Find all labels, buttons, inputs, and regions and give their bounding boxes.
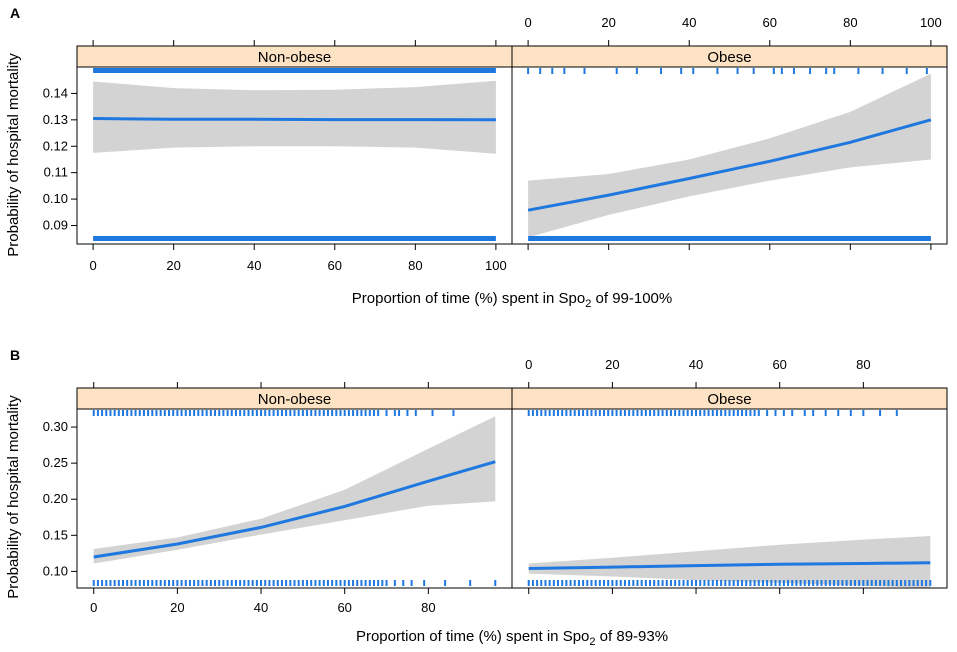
- rug-bottom-tick: [93, 236, 496, 241]
- fit-line: [93, 460, 496, 559]
- x-tick-label: 60: [772, 357, 786, 372]
- y-tick-label: 0.12: [43, 138, 68, 153]
- rug-bottom: [93, 236, 496, 241]
- y-tick-label: 0.09: [43, 218, 68, 233]
- rug-top: [527, 68, 928, 74]
- panel-obese: Obese 0 20 40 60 80 100: [511, 15, 948, 250]
- x-axis-title-subscript: 2: [585, 298, 591, 310]
- x-tick-label: 80: [843, 15, 857, 30]
- x-tick-label: 20: [601, 15, 615, 30]
- strip-label: Non-obese: [258, 391, 331, 408]
- x-tick-label: 80: [408, 258, 422, 273]
- y-tick-label: 0.20: [43, 491, 68, 506]
- rug-bottom: [527, 580, 932, 586]
- rug-bottom: [92, 580, 497, 586]
- y-axis-title: Probability of hospital mortality: [5, 53, 22, 257]
- confidence-band: [93, 80, 496, 154]
- strip-label: Obese: [707, 391, 751, 408]
- plot-frame: [511, 408, 948, 589]
- panel-letter: A: [10, 5, 20, 21]
- x-axis-title: Proportion of time (%) spent in Spo2 of …: [356, 628, 668, 648]
- strip-label: Non-obese: [258, 49, 331, 66]
- x-axis-title-prefix: Proportion of time (%) spent in Spo: [356, 628, 589, 645]
- x-tick-label: 0: [525, 357, 532, 372]
- y-tick-label: 0.30: [43, 419, 68, 434]
- x-axis-title-suffix: of 89-93%: [596, 628, 669, 645]
- chart-B: B Probability of hospital mortality Propor…: [5, 347, 948, 648]
- x-axis-title: Proportion of time (%) spent in Spo2 of …: [352, 290, 672, 310]
- strip-label: Obese: [707, 49, 751, 66]
- rug-top-tick: [93, 68, 496, 73]
- fit-line: [93, 117, 496, 122]
- rug-bottom: [528, 236, 931, 241]
- x-tick-label: 100: [485, 258, 507, 273]
- x-tick-label: 40: [689, 357, 703, 372]
- panel-non-obese: Non-obese 0 20 40 60 80 100: [76, 40, 513, 273]
- y-tick-label: 0.15: [43, 527, 68, 542]
- x-tick-label: 60: [328, 258, 342, 273]
- confidence-band: [93, 416, 496, 564]
- rug-top: [527, 410, 898, 416]
- x-tick-label: 100: [920, 15, 942, 30]
- x-tick-label: 40: [247, 258, 261, 273]
- panel-non-obese: Non-obese 0 20 40 60 80: [76, 382, 513, 615]
- confidence-band: [528, 536, 931, 588]
- y-tick-label: 0.25: [43, 455, 68, 470]
- x-axis-title-subscript: 2: [589, 636, 595, 648]
- chart-A: A Probability of hospital mortality Propor…: [5, 5, 948, 310]
- fit-line: [527, 118, 932, 212]
- y-tick-label: 0.11: [44, 165, 68, 180]
- y-tick-label: 0.13: [43, 112, 68, 127]
- x-tick-label: 40: [682, 15, 696, 30]
- x-tick-label: 20: [170, 600, 184, 615]
- x-tick-label: 80: [856, 357, 870, 372]
- x-tick-label: 40: [254, 600, 268, 615]
- rug-top: [93, 68, 496, 73]
- fit-line: [528, 561, 931, 570]
- rug-bottom-tick: [528, 236, 931, 241]
- confidence-band: [528, 73, 931, 238]
- y-axis-title: Probability of hospital mortality: [5, 395, 22, 599]
- x-tick-label: 60: [763, 15, 777, 30]
- x-tick-label: 0: [90, 600, 97, 615]
- rug-top: [92, 410, 455, 416]
- plot-frame: [511, 66, 948, 245]
- panel-letter: B: [10, 347, 20, 363]
- x-tick-label: 20: [605, 357, 619, 372]
- y-tick-label: 0.10: [43, 563, 68, 578]
- x-tick-label: 80: [421, 600, 435, 615]
- x-tick-label: 0: [524, 15, 531, 30]
- x-tick-label: 0: [89, 258, 96, 273]
- x-axis-title-prefix: Proportion of time (%) spent in Spo: [352, 290, 585, 307]
- panel-obese: Obese 0 20 40 60 80: [511, 357, 948, 594]
- x-axis-title-suffix: of 99-100%: [591, 290, 672, 307]
- y-tick-label: 0.14: [43, 85, 68, 100]
- x-tick-label: 60: [337, 600, 351, 615]
- y-tick-label: 0.10: [43, 191, 68, 206]
- x-tick-label: 20: [166, 258, 180, 273]
